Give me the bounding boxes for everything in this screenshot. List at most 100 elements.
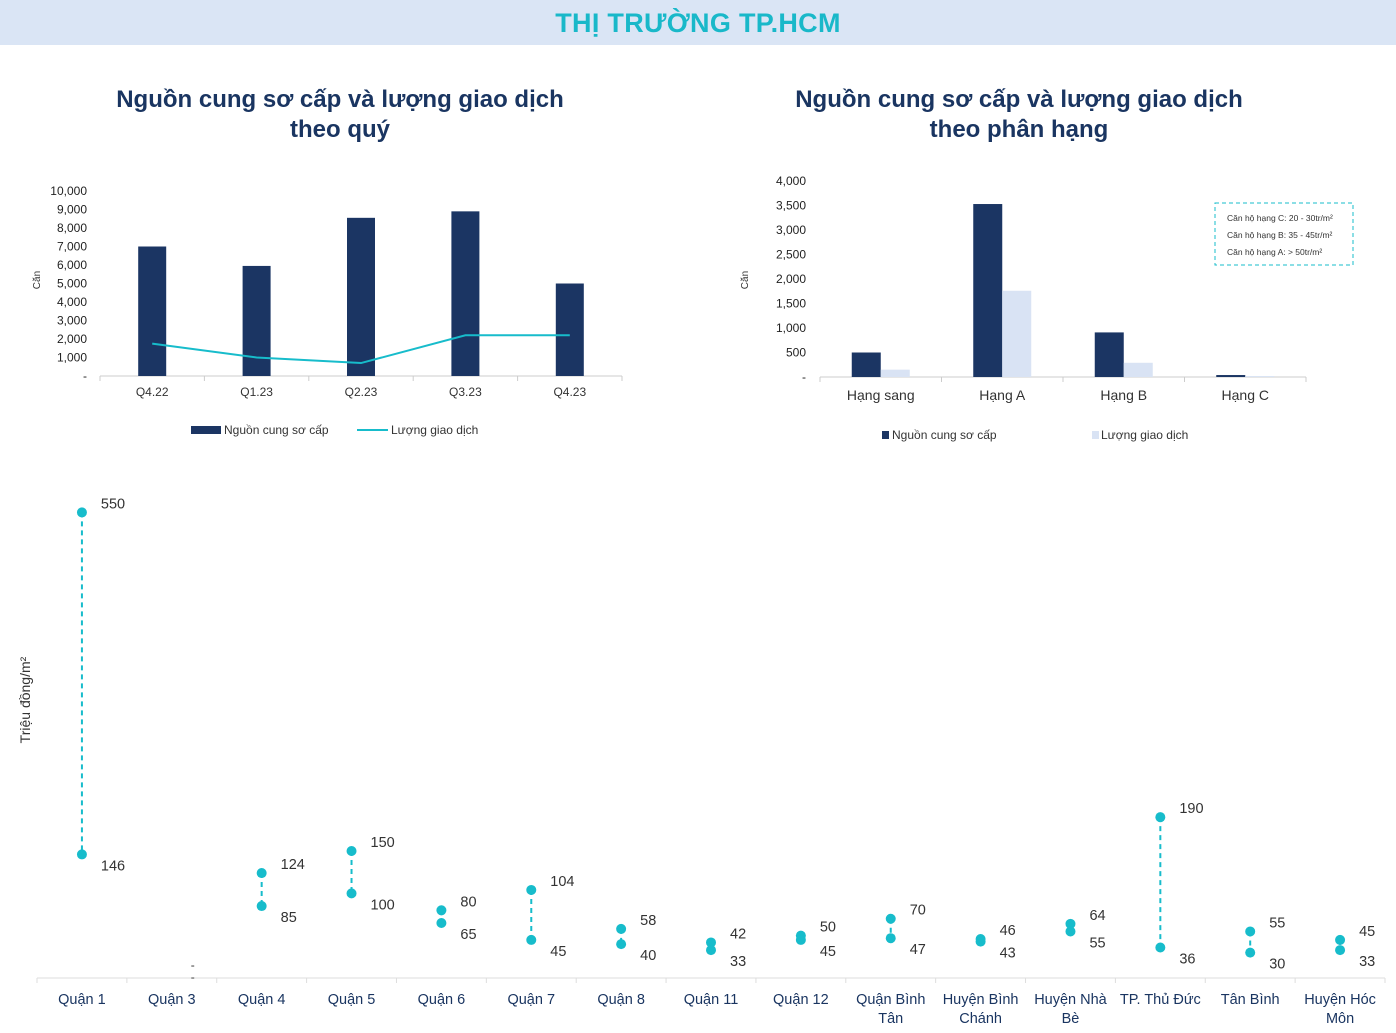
- chart3-xtick-label: Chánh: [959, 1011, 1002, 1027]
- chart3-label-low: 47: [910, 942, 926, 958]
- chart3-label-high: 45: [1359, 924, 1375, 940]
- chart3-label-low: 146: [101, 858, 125, 874]
- chart3-label-high: 550: [101, 496, 125, 512]
- chart3-label-high: 58: [640, 913, 656, 929]
- banner-title: THỊ TRƯỜNG TP.HCM: [555, 8, 841, 38]
- chart3-xtick-label: Bè: [1062, 1011, 1080, 1027]
- chart1-bar-supply: [555, 283, 584, 376]
- chart3-label-high: 150: [371, 835, 395, 851]
- chart3-dot-low: [1065, 926, 1076, 937]
- chart1-ylabel: Căn: [32, 271, 43, 289]
- page-banner: THỊ TRƯỜNG TP.HCM: [0, 0, 1396, 45]
- chart2-bar-supply: [1216, 375, 1246, 377]
- chart3-dot-high: [526, 884, 537, 895]
- chart3-label-high: 42: [730, 926, 746, 942]
- chart2-legend-label-supply: Nguồn cung sơ cấp: [892, 428, 997, 442]
- chart3-label-low: 45: [820, 944, 836, 960]
- chart2-xtick-label: Hạng C: [1222, 387, 1269, 403]
- chart3-xtick-label: Huyện Hóc: [1304, 992, 1376, 1008]
- chart3-dot-high: [76, 507, 87, 518]
- chart3-dot-high: [1065, 918, 1076, 929]
- chart2-ytick: -: [802, 370, 806, 384]
- chart2-bar-supply: [851, 352, 881, 377]
- chart2-xtick-label: Hạng A: [979, 387, 1026, 403]
- chart2-annotation-line: Căn hộ hạng A: > 50tr/m²: [1227, 247, 1322, 257]
- chart1-xtick-label: Q4.23: [553, 385, 586, 399]
- chart2-ytick: 3,500: [776, 199, 806, 213]
- chart1-ytick: 3,000: [57, 314, 87, 328]
- chart3-missing-label: -: [191, 958, 195, 972]
- chart3-dot-high: [706, 937, 716, 948]
- chart3-xtick-label: Quận 4: [238, 992, 286, 1008]
- chart3-label-low: 100: [371, 897, 395, 913]
- chart3-xtick-label: Môn: [1326, 1011, 1354, 1027]
- chart3-dot-high: [885, 913, 896, 924]
- chart1-xtick-label: Q2.23: [345, 385, 378, 399]
- chart2-annotation-line: Căn hộ hạng C: 20 - 30tr/m²: [1227, 213, 1333, 223]
- chart3-missing-label: -: [191, 970, 195, 984]
- chart1-ytick: 2,000: [57, 332, 87, 346]
- chart3-dot-low: [706, 945, 716, 956]
- chart2-annotation-box: [1214, 202, 1354, 266]
- chart1-xtick-label: Q1.23: [240, 385, 273, 399]
- chart3-dot-low: [885, 933, 896, 944]
- chart3-label-high: 70: [910, 903, 926, 919]
- chart1-ytick: 8,000: [57, 221, 87, 235]
- chart3-dot-low: [1335, 945, 1346, 956]
- chart3-label-high: 46: [1000, 923, 1016, 939]
- chart3-xtick-label: Huyện Nhà: [1034, 992, 1107, 1008]
- chart1-legend-label-supply: Nguồn cung sơ cấp: [224, 423, 329, 437]
- chart3-label-low: 85: [281, 910, 297, 926]
- chart2-ytick: 2,500: [776, 248, 806, 262]
- chart3-label-low: 40: [640, 948, 656, 964]
- chart1-xtick-label: Q3.23: [449, 385, 482, 399]
- chart2-legend-swatch-supply: [882, 431, 889, 439]
- chart1-ytick: -: [83, 369, 87, 383]
- chart3-xtick-label: Quận 11: [684, 992, 739, 1008]
- chart3-xtick-label: Quận 5: [328, 992, 376, 1008]
- chart3-xtick-label: Tân Bình: [1221, 992, 1280, 1008]
- chart1-title: Nguồn cung sơ cấp và lượng giao dịch theo…: [40, 85, 640, 145]
- chart2-bar-transactions: [1002, 290, 1032, 377]
- chart3-xtick-label: TP. Thủ Đức: [1120, 992, 1201, 1008]
- chart1-legend-label-transactions: Lượng giao dịch: [391, 423, 478, 437]
- chart2-bar-transactions: [1245, 376, 1275, 377]
- chart3-xtick-label: Tân: [878, 1011, 903, 1027]
- chart2-annotation-line: Căn hộ hạng B: 35 - 45tr/m²: [1227, 230, 1333, 240]
- chart2-bar-supply: [973, 204, 1003, 377]
- chart1-legend-swatch-supply: [191, 426, 221, 434]
- chart2-xtick-label: Hạng B: [1100, 387, 1147, 403]
- chart1-bar-supply: [242, 265, 271, 376]
- chart3-label-high: 190: [1179, 801, 1203, 817]
- chart2-legend-label-transactions: Lượng giao dịch: [1101, 428, 1188, 442]
- chart3-label-low: 36: [1179, 952, 1195, 968]
- chart3-label-low: 65: [460, 927, 476, 943]
- chart3-xtick-label: Quận 8: [597, 992, 645, 1008]
- chart2-bar-transactions: [880, 369, 910, 377]
- chart3-dot-low: [256, 901, 267, 912]
- chart3-label-low: 33: [1359, 954, 1375, 970]
- chart3-dot-low: [1155, 942, 1166, 953]
- chart3-dot-low: [436, 917, 447, 928]
- chart2-title-line2: theo phân hạng: [929, 116, 1109, 143]
- chart3-dot-low: [346, 888, 357, 899]
- chart3-label-low: 30: [1269, 957, 1285, 973]
- chart3-dot-low: [616, 939, 627, 950]
- chart3-dot-high: [256, 868, 267, 879]
- chart3-label-high: 124: [281, 857, 305, 873]
- chart3-xtick-label: Quận 12: [773, 992, 829, 1008]
- chart3-xtick-label: Huyện Bình: [943, 992, 1019, 1008]
- chart3-dot-high: [1245, 926, 1256, 937]
- chart3-dot-high: [436, 905, 447, 916]
- chart3-label-low: 33: [730, 954, 746, 970]
- chart3-dot-low: [795, 934, 806, 945]
- chart3-dot-high: [1155, 812, 1166, 823]
- chart1-ytick: 1,000: [57, 351, 87, 365]
- chart2-xtick-label: Hạng sang: [847, 387, 915, 403]
- chart3-label-high: 55: [1269, 915, 1285, 931]
- chart1-xtick-label: Q4.22: [136, 385, 169, 399]
- chart3-dot-low: [526, 934, 537, 945]
- chart1-ytick: 5,000: [57, 277, 87, 291]
- chart2-bar-transactions: [1123, 362, 1153, 377]
